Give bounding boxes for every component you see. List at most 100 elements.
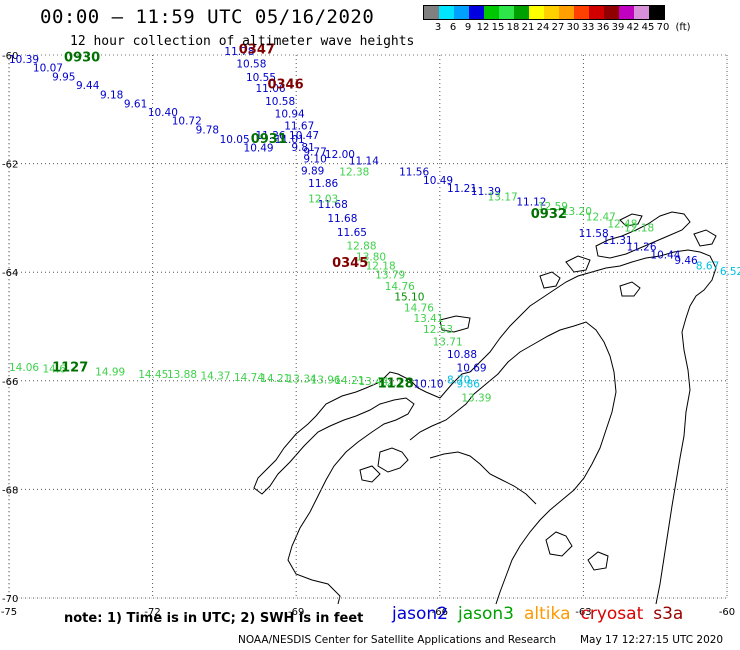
swh-observation: 12.59 <box>538 201 568 213</box>
legend-swatch <box>619 6 634 19</box>
swh-observation: 14.45 <box>138 369 168 381</box>
legend-swatch <box>424 6 439 19</box>
pass-time-label: 0345 <box>332 256 368 271</box>
lat-tick-label: -66 <box>2 377 18 388</box>
map-title: 00:00 – 11:59 UTC 05/16/2020 <box>40 6 375 28</box>
lat-tick-label: -70 <box>2 594 18 605</box>
swh-observation: 13.20 <box>562 206 592 218</box>
swh-observation: 14.21 <box>260 373 290 385</box>
swh-observation: 10.05 <box>220 134 250 146</box>
swh-observation: 15.10 <box>394 291 424 303</box>
legend-label: 39 <box>611 22 625 33</box>
lon-tick-label: -60 <box>719 607 735 618</box>
swh-observation: 11.06 <box>256 83 286 95</box>
legend-label: 42 <box>626 22 640 33</box>
swh-observation: 12.53 <box>423 324 453 336</box>
legend-swatch <box>469 6 484 19</box>
swh-observation: 11.14 <box>349 156 379 168</box>
pass-time-label: 0930 <box>64 51 100 66</box>
swh-observation: 13.39 <box>461 392 491 404</box>
legend-swatch <box>544 6 559 19</box>
legend-swatch <box>499 6 514 19</box>
coastline <box>253 211 717 605</box>
swh-observation: 12.03 <box>308 194 338 206</box>
swh-observation: 10.55 <box>246 72 276 84</box>
swh-observation: 10.10 <box>413 378 443 390</box>
satellite-key-cryosat: cryosat <box>580 604 644 624</box>
swh-observation: 8.67 <box>696 260 719 272</box>
lat-tick-label: -68 <box>2 485 18 496</box>
swh-observation: 8.70 <box>447 375 470 387</box>
legend-swatch <box>649 6 664 19</box>
legend-label: 21 <box>521 22 535 33</box>
legend-label: 15 <box>491 22 505 33</box>
map-frame <box>8 54 728 599</box>
lat-tick-label: -64 <box>2 268 18 279</box>
color-scale-legend: 3 6 9 12 15 18 21 24 27 30 33 36 39 42 45 70 (ft) <box>423 5 691 34</box>
legend-swatch <box>574 6 589 19</box>
swh-observation: 9.61 <box>124 99 147 111</box>
swh-observation: 12.38 <box>339 167 369 179</box>
legend-label: 70 <box>656 22 670 33</box>
pass-time-label: 1128 <box>378 376 414 391</box>
satellite-key-altika: altika <box>524 604 571 624</box>
legend-swatch <box>529 6 544 19</box>
legend-label: 9 <box>464 22 472 33</box>
legend-label: 24 <box>536 22 550 33</box>
swh-observation: 10.39 <box>9 54 39 66</box>
lon-tick-label: -72 <box>144 607 160 618</box>
swh-observation: 12.18 <box>624 222 654 234</box>
swh-observation: 11.68 <box>327 213 357 225</box>
swh-observation: 14.37 <box>200 371 230 383</box>
lon-tick-label: -75 <box>1 607 17 618</box>
swh-observation: 11.26 <box>256 130 286 142</box>
swh-observation: 11.31 <box>603 235 633 247</box>
legend-swatch <box>439 6 454 19</box>
legend-label: 12 <box>476 22 490 33</box>
swh-observation: 12.47 <box>586 212 616 224</box>
swh-observation: 9.44 <box>76 80 100 92</box>
swh-observation: 12.88 <box>346 240 376 252</box>
swh-observation: 13.17 <box>488 192 518 204</box>
satellite-key: jason2 jason3 altika cryosat s3a <box>392 604 693 624</box>
swh-observation: 10.88 <box>447 349 477 361</box>
legend-swatch <box>484 6 499 19</box>
legend-labels: 3 6 9 12 15 18 21 24 27 30 33 36 39 42 45 70 (ft) <box>423 20 691 34</box>
pass-time-label: 1127 <box>52 361 88 376</box>
generated-timestamp: May 17 12:27:15 UTC 2020 <box>580 634 724 646</box>
swh-observation: 14.74 <box>234 372 264 384</box>
swh-observation: 9.77 <box>303 146 326 158</box>
swh-observation: 11.67 <box>284 120 314 132</box>
lon-tick-label: -63 <box>575 607 591 618</box>
legend-label: 30 <box>566 22 580 33</box>
swh-observation: 9.95 <box>52 72 75 84</box>
legend-swatch <box>559 6 574 19</box>
swh-observation: 14.21 <box>334 375 364 387</box>
lat-tick-label: -60 <box>2 51 18 62</box>
swh-observation: 11.12 <box>516 196 546 208</box>
legend-swatch <box>589 6 604 19</box>
swh-observation: 12.18 <box>366 260 396 272</box>
lat-lon-grid <box>8 54 728 599</box>
map-note: note: 1) Time is in UTC; 2) SWH is in fe… <box>64 611 364 626</box>
swh-observation: 10.72 <box>172 116 202 128</box>
swh-observation: 9.86 <box>457 378 481 390</box>
swh-observation: 10.07 <box>33 62 63 74</box>
legend-label: 6 <box>449 22 457 33</box>
swh-observation: 9.10 <box>303 154 326 166</box>
swh-observation: 11.68 <box>318 199 348 211</box>
pass-time-label: 0347 <box>239 42 275 57</box>
swh-observation: 11.58 <box>579 228 609 240</box>
legend-label: 33 <box>581 22 595 33</box>
swh-observation: 9.89 <box>301 165 324 177</box>
swh-observation: 13.41 <box>413 313 443 325</box>
swh-observation: 11.78 <box>224 46 254 58</box>
swh-observation: 10.94 <box>275 108 305 120</box>
swh-observation: 13.79 <box>375 270 405 282</box>
swh-observation: 10.47 <box>289 130 319 142</box>
swh-observation: 11.39 <box>471 186 501 198</box>
legend-label: 18 <box>506 22 520 33</box>
swh-observation: 11.56 <box>399 167 429 179</box>
axis-tick-labels: -75 -72 -69 -66 -63 -60 -60 -62 -64 -66 -68 -70 <box>1 51 735 618</box>
